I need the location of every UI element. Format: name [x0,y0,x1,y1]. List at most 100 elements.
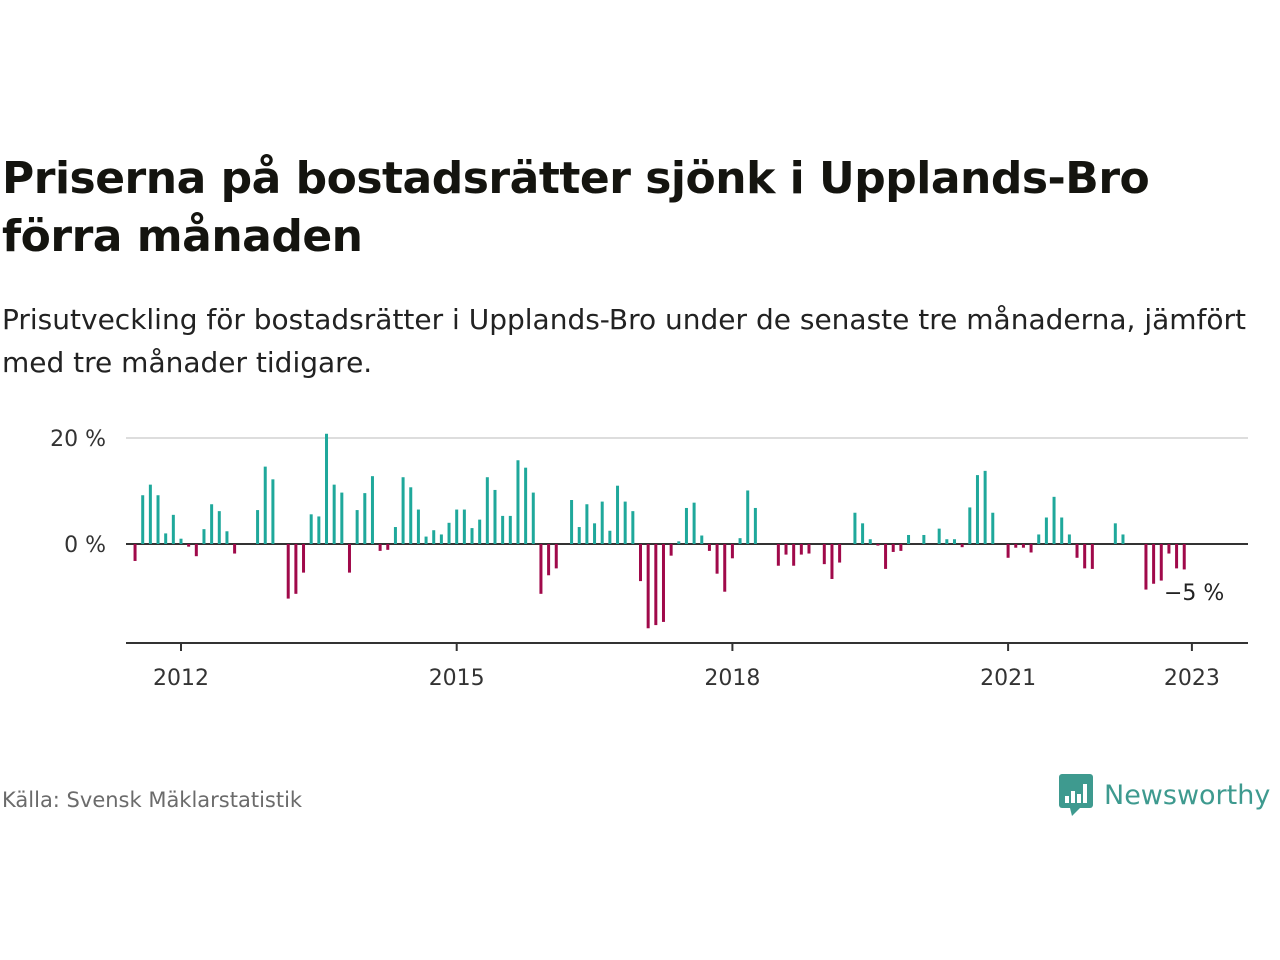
source-note: Källa: Svensk Mäklarstatistik [2,788,303,812]
bar [401,477,405,544]
bar [570,500,574,544]
bar [547,544,551,576]
bar [960,544,964,548]
bar [347,544,351,573]
bar [1175,544,1179,569]
bar [225,531,229,544]
bar [416,509,420,544]
bar [1060,517,1064,544]
bar [233,544,237,554]
bar [784,544,788,555]
bar [355,510,359,544]
bar [861,523,865,544]
bar [876,544,880,546]
bar [470,528,474,544]
bar [370,476,374,544]
bar [600,501,604,544]
bar [325,433,329,544]
bar [271,479,275,544]
bar [302,544,306,573]
bar [501,515,505,544]
x-tick-label: 2023 [1164,666,1220,691]
bar [439,534,443,544]
bar [669,544,673,556]
bar [179,538,183,544]
bar [677,541,681,544]
y-tick-label: 20 % [50,427,106,452]
bar [1021,544,1025,548]
bar [217,511,221,544]
bar [945,539,949,544]
bar [608,530,612,544]
bar [730,544,734,559]
y-axis-labels: 20 % 0 % [50,427,106,558]
bar [447,522,451,544]
bar-chart: 20 % 0 % 2012 2015 2018 2021 2023 −5 % [50,427,1248,691]
bar [133,544,137,561]
bar [593,523,597,544]
bar [707,544,711,551]
bar [807,544,811,554]
bar [156,495,160,544]
bar [639,544,642,582]
bar [1083,544,1087,569]
bars [133,433,1186,629]
x-axis: 2012 2015 2018 2021 2023 [126,642,1248,691]
bar [753,507,757,544]
bar [1182,544,1186,570]
bar [294,544,298,594]
bar [554,544,558,569]
bar [1044,517,1048,544]
bar [723,544,727,592]
bar [462,509,466,544]
newsworthy-logo-icon [1059,774,1093,816]
bar [386,544,390,550]
bar [792,544,796,566]
bar [516,460,520,544]
bar [838,544,842,563]
bar [1159,544,1163,581]
bar [309,514,313,544]
bar [661,544,665,622]
bar [952,539,956,544]
chart-title: Priserna på bostadsrätter sjönk i Upplan… [2,153,1150,262]
bar [799,544,803,555]
bar [187,544,191,547]
x-tick-label: 2012 [153,666,209,691]
bar [424,536,428,544]
bar [975,475,979,544]
last-value-annotation: −5 % [1164,581,1224,606]
bar [1075,544,1079,558]
bar [631,511,635,544]
bar [1067,534,1071,544]
bar [202,529,206,544]
bar [991,512,995,544]
bar [286,544,290,599]
bar [983,470,987,544]
bar [715,544,719,574]
bar [899,544,903,551]
bar [830,544,834,579]
bar [340,492,344,544]
bar [646,544,650,629]
bar [256,510,260,544]
newsworthy-logo-text: Newsworthy [1104,779,1271,811]
bar [907,534,911,544]
bar [700,535,704,544]
bar [853,512,857,544]
bar [171,514,175,544]
bar [868,539,872,544]
bar [937,528,941,544]
bar [363,493,367,544]
bar [508,515,512,544]
bar [577,527,581,544]
bar [1052,496,1056,544]
bar [485,477,489,544]
bar [746,490,750,544]
bar [332,484,336,544]
x-tick-label: 2015 [429,666,485,691]
bar [263,466,267,544]
bar [922,534,926,544]
bar [493,489,497,544]
y-tick-label: 0 % [64,533,106,558]
